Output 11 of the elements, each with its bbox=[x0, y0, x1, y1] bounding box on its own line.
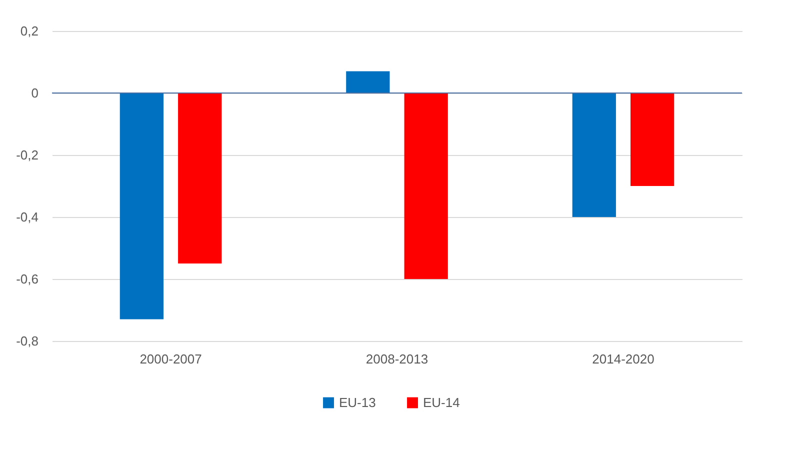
y-tick-label: 0 bbox=[31, 86, 38, 100]
x-tick-label: 2008-2013 bbox=[366, 352, 428, 366]
y-tick-label: -0,4 bbox=[16, 210, 38, 224]
legend-label: EU-13 bbox=[339, 394, 376, 410]
legend-label: EU-14 bbox=[423, 394, 460, 410]
y-tick-label: -0,2 bbox=[16, 148, 38, 162]
x-tick-label: 2014-2020 bbox=[592, 352, 654, 366]
y-tick-label: 0,2 bbox=[20, 24, 38, 38]
x-tick-label: 2000-2007 bbox=[140, 352, 202, 366]
y-tick-label: -0,8 bbox=[16, 334, 38, 348]
y-tick-label: -0,6 bbox=[16, 272, 38, 286]
